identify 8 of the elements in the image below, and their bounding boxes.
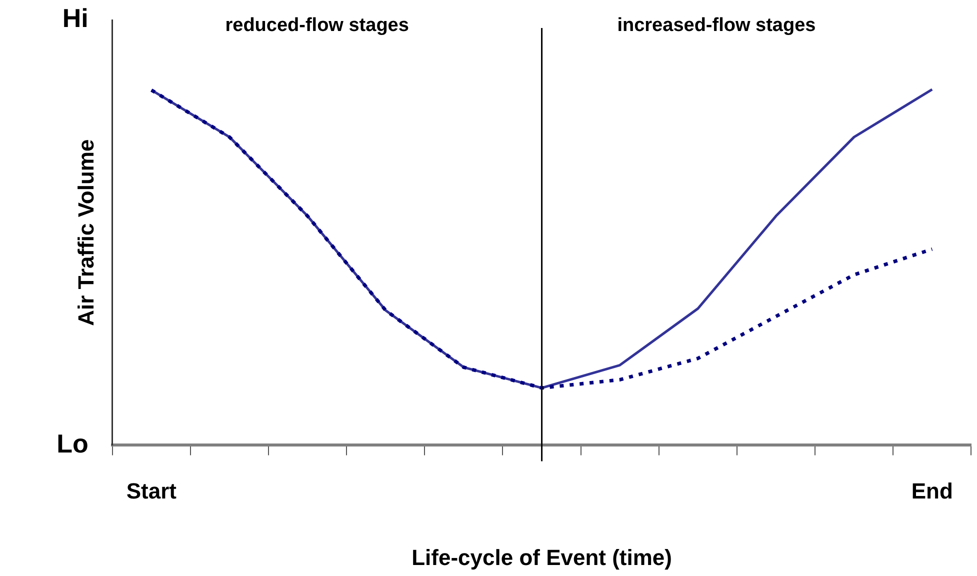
y-axis-title: Air Traffic Volume <box>73 139 98 326</box>
text: Hi <box>62 3 88 34</box>
x-axis-title: Life-cycle of Event (time) <box>412 544 672 570</box>
x-tick-label: Start <box>126 478 178 504</box>
text: increased-flow stages <box>617 15 816 36</box>
text: reduced-flow stages <box>225 15 409 36</box>
x-tick-label: End <box>911 478 953 504</box>
text: Lo <box>56 428 88 458</box>
